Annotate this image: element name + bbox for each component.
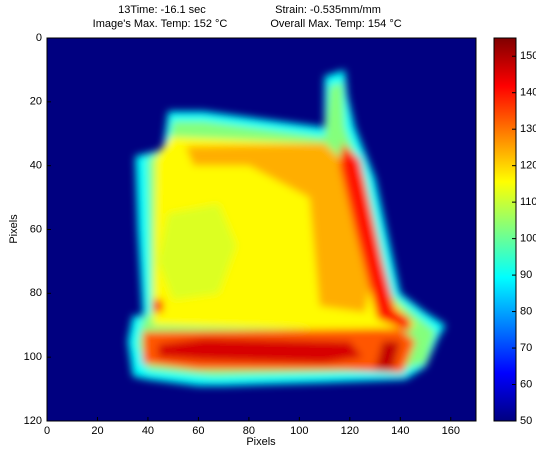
x-tick-label: 140 <box>391 425 409 437</box>
title-overall-max: Overall Max. Temp: 154 °C <box>270 18 401 30</box>
x-tick-label: 0 <box>44 425 50 437</box>
colorbar-tick-label: 150 <box>520 50 536 62</box>
colorbar-tick-label: 50 <box>520 415 532 427</box>
heatmap-regions <box>127 69 446 386</box>
title-strain: Strain: -0.535mm/mm <box>275 4 381 16</box>
y-tick-label: 20 <box>30 96 42 108</box>
x-tick-label: 100 <box>290 425 308 437</box>
colorbar-tick-label: 110 <box>520 196 536 208</box>
x-tick-label: 40 <box>142 425 154 437</box>
x-tick-label: 120 <box>341 425 359 437</box>
y-tick-label: 40 <box>30 160 42 172</box>
heat-region <box>339 143 411 332</box>
colorbar-tick-label: 100 <box>520 233 536 245</box>
y-axis-label: Pixels <box>8 214 20 244</box>
heat-region <box>158 338 363 364</box>
heatmap <box>47 38 476 421</box>
x-tick-label: 20 <box>91 425 103 437</box>
x-tick-label: 60 <box>192 425 204 437</box>
colorbar-tick-label: 70 <box>520 342 532 354</box>
colorbar-tick-label: 120 <box>520 160 536 172</box>
heat-region <box>152 299 164 313</box>
y-tick-label: 60 <box>30 223 42 235</box>
colorbar-tick-label: 90 <box>520 269 532 281</box>
colorbar-tick-label: 80 <box>520 305 532 317</box>
heat-region <box>158 203 237 300</box>
heat-region <box>185 143 376 313</box>
x-axis-label: Pixels <box>246 436 276 448</box>
colorbar-tick-label: 60 <box>520 378 532 390</box>
y-tick-label: 100 <box>24 351 42 363</box>
x-tick-label: 160 <box>442 425 460 437</box>
y-tick-label: 80 <box>30 287 42 299</box>
y-tick-label: 0 <box>36 32 42 44</box>
colorbar-tick-label: 140 <box>520 87 536 99</box>
title-time: 13Time: -16.1 sec <box>118 4 206 16</box>
colorbar-tick-label: 130 <box>520 123 536 135</box>
axes: 0 20 40 60 80 100 120 140 160 0 20 40 60 80 100 120 50 60… <box>24 32 536 437</box>
y-tick-label: 120 <box>24 415 42 427</box>
x-tick-label: 80 <box>243 425 255 437</box>
heat-region <box>375 341 401 370</box>
colorbar <box>493 37 517 422</box>
title-image-max: Image's Max. Temp: 152 °C <box>93 18 228 30</box>
